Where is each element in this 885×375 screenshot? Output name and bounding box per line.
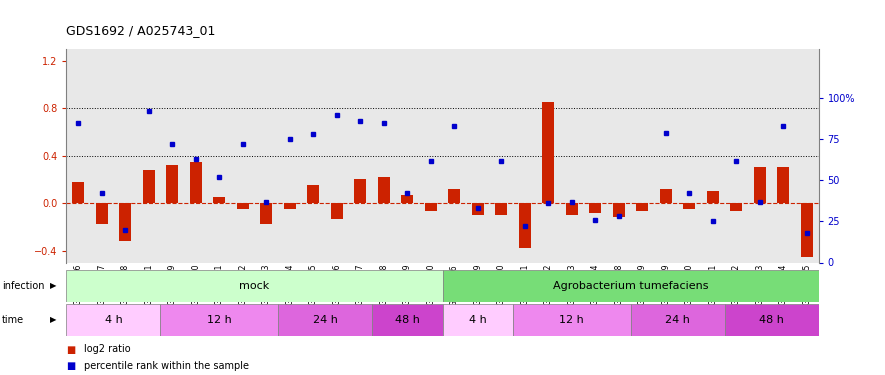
Bar — [801, 203, 812, 256]
Text: Agrobacterium tumefaciens: Agrobacterium tumefaciens — [553, 281, 708, 291]
Bar — [449, 189, 460, 203]
Text: GDS1692 / A025743_01: GDS1692 / A025743_01 — [66, 24, 216, 38]
Bar — [73, 182, 84, 203]
Bar — [96, 203, 107, 225]
Bar — [496, 203, 507, 215]
Bar — [354, 179, 366, 203]
Text: ■: ■ — [66, 361, 75, 370]
Text: infection: infection — [2, 281, 44, 291]
Bar — [519, 203, 531, 248]
Text: log2 ratio: log2 ratio — [84, 345, 131, 354]
Text: ▶: ▶ — [50, 281, 56, 290]
Bar — [543, 102, 554, 203]
Bar — [278, 304, 372, 336]
Bar — [237, 203, 249, 209]
Text: time: time — [2, 315, 24, 325]
Bar — [442, 270, 819, 302]
Text: 24 h: 24 h — [312, 315, 337, 325]
Text: 48 h: 48 h — [759, 315, 784, 325]
Bar — [660, 189, 672, 203]
Text: mock: mock — [239, 281, 270, 291]
Bar — [683, 203, 696, 209]
Bar — [730, 203, 743, 211]
Bar — [630, 304, 725, 336]
Bar — [442, 304, 513, 336]
Bar — [589, 203, 601, 213]
Bar — [160, 304, 278, 336]
Text: 4 h: 4 h — [469, 315, 487, 325]
Text: 12 h: 12 h — [559, 315, 584, 325]
Bar — [213, 197, 225, 203]
Bar — [189, 162, 202, 203]
Bar — [331, 203, 342, 219]
Bar — [725, 304, 819, 336]
Text: 12 h: 12 h — [207, 315, 232, 325]
Bar — [66, 304, 160, 336]
Bar — [119, 203, 131, 241]
Bar — [166, 165, 178, 203]
Bar — [307, 185, 319, 203]
Bar — [613, 203, 625, 217]
Bar — [142, 170, 155, 203]
Text: 48 h: 48 h — [395, 315, 419, 325]
Bar — [513, 304, 630, 336]
Bar — [566, 203, 578, 215]
Text: ▶: ▶ — [50, 315, 56, 324]
Text: percentile rank within the sample: percentile rank within the sample — [84, 361, 249, 370]
Bar — [378, 177, 389, 203]
Text: 4 h: 4 h — [104, 315, 122, 325]
Bar — [260, 203, 272, 225]
Bar — [66, 270, 442, 302]
Bar — [372, 304, 442, 336]
Bar — [425, 203, 436, 211]
Bar — [636, 203, 648, 211]
Bar — [754, 168, 766, 203]
Bar — [284, 203, 296, 209]
Text: ■: ■ — [66, 345, 75, 354]
Text: 24 h: 24 h — [666, 315, 690, 325]
Bar — [707, 191, 719, 203]
Bar — [778, 168, 789, 203]
Bar — [472, 203, 483, 215]
Bar — [402, 195, 413, 203]
